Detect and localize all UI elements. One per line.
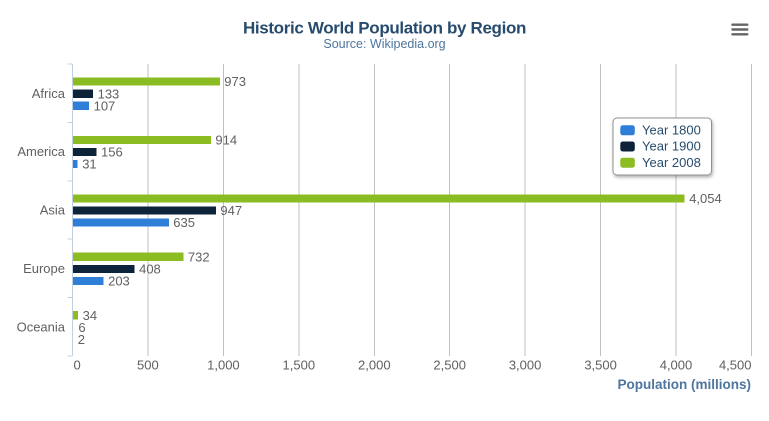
svg-text:Year 1800: Year 1800 [642,123,701,138]
svg-text:31: 31 [82,157,96,172]
svg-text:1,500: 1,500 [283,358,316,373]
svg-text:America: America [17,144,65,159]
svg-text:Historic World Population by R: Historic World Population by Region [243,19,526,38]
svg-text:500: 500 [137,358,159,373]
svg-text:203: 203 [108,274,130,289]
svg-text:408: 408 [139,262,161,277]
svg-text:635: 635 [173,215,195,230]
svg-text:947: 947 [220,203,242,218]
svg-text:732: 732 [188,249,210,264]
svg-text:2: 2 [78,332,85,347]
svg-text:34: 34 [83,308,97,323]
svg-text:3,000: 3,000 [509,358,542,373]
svg-text:133: 133 [98,86,120,101]
svg-text:6: 6 [78,320,85,335]
svg-text:Source: Wikipedia.org: Source: Wikipedia.org [323,37,445,51]
svg-text:107: 107 [94,98,116,113]
svg-text:0: 0 [74,358,81,373]
svg-text:156: 156 [101,145,123,160]
svg-text:Year 2008: Year 2008 [642,155,701,170]
svg-text:3,500: 3,500 [584,358,617,373]
svg-text:Population (millions): Population (millions) [618,377,752,392]
svg-text:Africa: Africa [32,86,66,101]
svg-text:Year 1900: Year 1900 [642,139,701,154]
svg-text:4,000: 4,000 [660,358,693,373]
svg-text:4,054: 4,054 [689,191,722,206]
svg-text:1,000: 1,000 [207,358,240,373]
svg-text:4,500: 4,500 [719,358,752,373]
svg-text:914: 914 [215,133,237,148]
svg-text:2,500: 2,500 [433,358,466,373]
svg-text:Asia: Asia [40,203,66,218]
svg-text:Oceania: Oceania [17,319,66,334]
svg-text:2,000: 2,000 [358,358,391,373]
svg-text:973: 973 [224,74,246,89]
svg-text:Europe: Europe [23,261,65,276]
